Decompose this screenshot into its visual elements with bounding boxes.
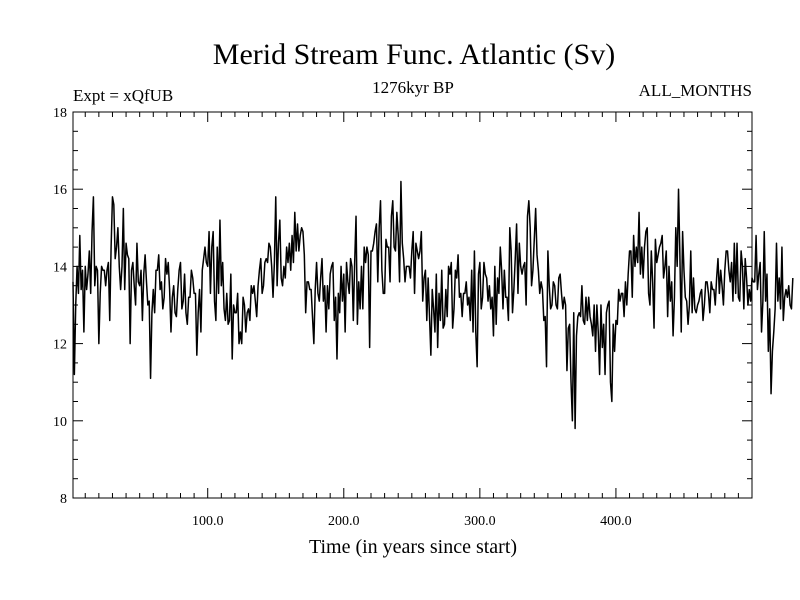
series-line	[73, 181, 793, 428]
x-axis-ticks: 100.0 200.0 300.0 400.0	[85, 112, 752, 529]
x-tick-label: 100.0	[192, 514, 224, 529]
y-tick-label: 8	[60, 492, 67, 507]
chart-title: Merid Stream Func. Atlantic (Sv)	[213, 38, 615, 71]
months-label: ALL_MONTHS	[639, 81, 752, 100]
y-tick-label: 14	[53, 260, 67, 275]
x-tick-label: 300.0	[464, 514, 496, 529]
x-axis-label: Time (in years since start)	[309, 536, 517, 558]
y-tick-label: 16	[53, 183, 67, 198]
period-label: 1276kyr BP	[372, 78, 454, 97]
y-tick-label: 12	[53, 338, 67, 353]
y-tick-label: 18	[53, 106, 67, 121]
y-axis-ticks: 8 10 12 14 16 18	[53, 106, 752, 507]
experiment-label: Expt = xQfUB	[73, 86, 173, 105]
x-tick-label: 400.0	[600, 514, 632, 529]
line-chart: Merid Stream Func. Atlantic (Sv) Expt = …	[0, 0, 800, 600]
y-tick-label: 10	[53, 415, 67, 430]
series-layer	[73, 181, 793, 428]
x-tick-label: 200.0	[328, 514, 360, 529]
